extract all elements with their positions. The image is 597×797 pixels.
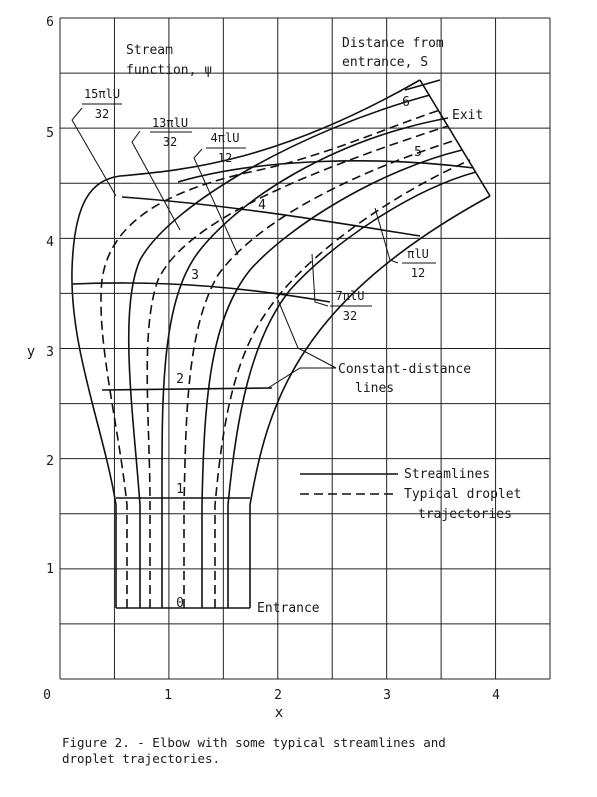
streamline-value-labels: 15πlU 32 13πlU 32 4πlU 12 7πlU 32 πlU 12 xyxy=(82,87,436,323)
y-tick-5: 5 xyxy=(46,126,54,141)
x-axis-label: x xyxy=(275,705,283,721)
distance-line-5 xyxy=(177,160,475,183)
streamline-3 xyxy=(201,149,463,608)
leader-cdl-b xyxy=(277,299,337,369)
y-axis-label: y xyxy=(27,344,35,360)
psi-1-den: 12 xyxy=(411,266,425,280)
exit-plane xyxy=(419,79,491,197)
constant-distance-label-1: Constant-distance xyxy=(338,362,471,377)
leader-15 xyxy=(71,107,117,197)
y-tick-4: 4 xyxy=(46,235,54,250)
distance-line-4 xyxy=(121,196,421,237)
distance-label-0: 0 xyxy=(176,596,184,611)
elbow-outer-wall xyxy=(249,195,491,608)
elbow-inner-wall xyxy=(71,79,421,608)
psi-label-7: 7πlU 32 xyxy=(330,289,372,323)
distance-label-line-1: Distance from xyxy=(342,36,444,51)
leader-1 xyxy=(374,207,399,264)
streamline-2 xyxy=(161,117,449,608)
elbow-figure: 0 1 2 3 4 1 2 3 4 5 6 x y xyxy=(27,15,551,721)
distance-line-3 xyxy=(71,282,331,303)
distance-line-2 xyxy=(101,387,273,391)
exit-label: Exit xyxy=(452,108,483,123)
leader-13 xyxy=(131,130,181,231)
x-tick-4: 4 xyxy=(492,688,500,703)
constant-distance-label-2: lines xyxy=(355,381,394,396)
distance-label-2: 2 xyxy=(176,372,184,387)
legend-streamlines-label: Streamlines xyxy=(404,467,490,482)
psi-13-num: 13πlU xyxy=(152,116,188,130)
psi-15-num: 15πlU xyxy=(84,87,120,101)
psi-4-num: 4πlU xyxy=(211,131,240,145)
y-tick-6: 6 xyxy=(46,15,54,30)
y-tick-labels: 1 2 3 4 5 6 xyxy=(46,15,54,577)
psi-13-den: 32 xyxy=(163,135,177,149)
leader-lines xyxy=(71,107,399,389)
y-tick-1: 1 xyxy=(46,562,54,577)
legend-trajectories-label-2: trajectories xyxy=(418,507,512,522)
distance-label-5: 5 xyxy=(414,145,422,160)
leader-7 xyxy=(311,253,329,307)
streamlines xyxy=(71,79,491,609)
y-tick-3: 3 xyxy=(46,345,54,360)
legend-trajectories-label-1: Typical droplet xyxy=(404,487,521,502)
x-tick-0: 0 xyxy=(43,688,51,703)
streamline-4 xyxy=(227,171,477,608)
streamline-1 xyxy=(127,94,431,608)
psi-label-4: 4πlU 12 xyxy=(206,131,246,165)
distance-label-line-2: entrance, S xyxy=(342,55,428,70)
distance-line-6 xyxy=(404,79,441,91)
x-tick-3: 3 xyxy=(383,688,391,703)
x-tick-labels: 0 1 2 3 4 xyxy=(43,688,500,703)
annotations: Stream function, ψ Distance from entranc… xyxy=(126,36,483,616)
stream-function-line-2: function, ψ xyxy=(126,63,212,78)
psi-label-13: 13πlU 32 xyxy=(150,116,192,149)
x-tick-2: 2 xyxy=(274,688,282,703)
x-tick-1: 1 xyxy=(164,688,172,703)
psi-label-15: 15πlU 32 xyxy=(82,87,122,121)
trajectory-1 xyxy=(100,109,441,608)
trajectory-3 xyxy=(183,139,457,608)
stream-function-line-1: Stream xyxy=(126,43,173,58)
psi-7-den: 32 xyxy=(343,309,357,323)
leader-4 xyxy=(193,148,239,256)
psi-15-den: 32 xyxy=(95,107,109,121)
trajectory-2 xyxy=(146,125,449,608)
psi-7-num: 7πlU xyxy=(336,289,365,303)
psi-1-num: πlU xyxy=(407,247,429,261)
distance-label-4: 4 xyxy=(258,198,266,213)
distance-labels: 0 1 2 3 4 5 6 xyxy=(176,95,422,611)
trajectory-4 xyxy=(214,159,471,608)
distance-label-6: 6 xyxy=(402,95,410,110)
distance-label-1: 1 xyxy=(176,482,184,497)
figure-caption: Figure 2. - Elbow with some typical stre… xyxy=(62,735,446,766)
psi-label-1: πlU 12 xyxy=(402,247,436,280)
leader-cdl-a xyxy=(267,367,336,389)
psi-4-den: 12 xyxy=(218,151,232,165)
droplet-trajectories xyxy=(100,109,471,608)
y-tick-2: 2 xyxy=(46,454,54,469)
legend: Streamlines Typical droplet trajectories xyxy=(300,467,521,522)
entrance-label: Entrance xyxy=(257,601,320,616)
distance-label-3: 3 xyxy=(191,268,199,283)
